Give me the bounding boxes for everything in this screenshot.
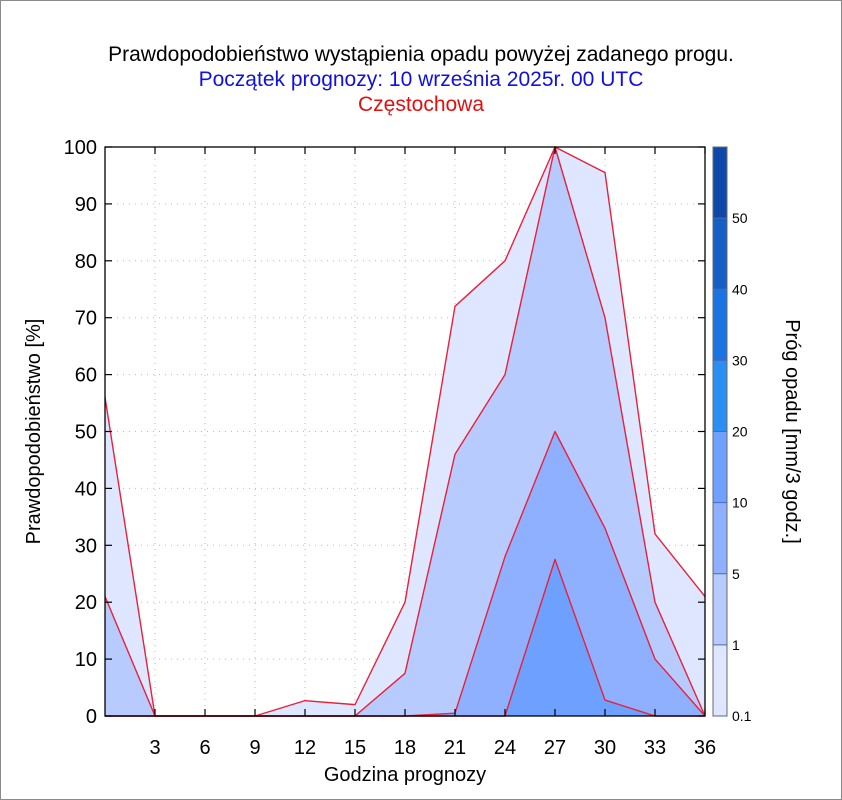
colorbar-segment — [713, 360, 727, 432]
y-tick-label: 100 — [64, 137, 97, 159]
y-tick-label: 10 — [75, 649, 97, 671]
colorbar-segment — [713, 147, 727, 219]
y-tick-label: 70 — [75, 308, 97, 330]
y-tick-label: 20 — [75, 592, 97, 614]
x-tick-label: 21 — [444, 737, 466, 759]
y-tick-label: 90 — [75, 194, 97, 216]
colorbar-tick-label: 30 — [732, 352, 748, 368]
y-tick-label: 60 — [75, 365, 97, 387]
colorbar-tick-label: 20 — [732, 424, 748, 440]
chart-title: Prawdopodobieństwo wystąpienia opadu pow… — [108, 43, 734, 66]
y-tick-label: 80 — [75, 251, 97, 273]
colorbar-tick-label: 5 — [732, 566, 740, 582]
colorbar-tick-label: 40 — [732, 281, 748, 297]
colorbar-segment — [713, 289, 727, 361]
chart-subtitle: Początek prognozy: 10 września 2025r. 00… — [198, 68, 644, 91]
x-tick-label: 6 — [199, 737, 210, 759]
colorbar-tick-label: 50 — [732, 210, 748, 226]
colorbar-tick-label: 0.1 — [732, 708, 752, 724]
x-tick-label: 3 — [149, 737, 160, 759]
colorbar-segment — [713, 431, 727, 503]
x-tick-label: 30 — [594, 737, 616, 759]
area-series — [104, 146, 706, 717]
area-series-3 — [105, 559, 705, 716]
y-tick-label: 50 — [75, 422, 97, 444]
colorbar-segment — [713, 573, 727, 645]
y-tick-label: 40 — [75, 478, 97, 500]
x-tick-label: 18 — [394, 737, 416, 759]
colorbar-tick-label: 1 — [732, 637, 740, 653]
x-tick-label: 36 — [694, 737, 716, 759]
x-axis-label: Godzina prognozy — [324, 764, 486, 786]
y-tick-label: 0 — [86, 706, 97, 728]
y-axis-label: Prawdopodobieństwo [%] — [23, 319, 45, 545]
x-tick-label: 15 — [344, 737, 366, 759]
x-tick-label: 12 — [294, 737, 316, 759]
colorbar-label: Próg opadu [mm/3 godz.] — [781, 319, 803, 544]
colorbar-segment — [713, 218, 727, 290]
x-tick-label: 27 — [544, 737, 566, 759]
x-tick-label: 9 — [249, 737, 260, 759]
colorbar-segment — [713, 502, 727, 574]
colorbar: 0.1 1 5 10 20 30 40 50 — [712, 146, 752, 724]
x-tick-label: 33 — [644, 737, 666, 759]
chart-location: Częstochowa — [357, 93, 485, 116]
colorbar-segment — [713, 644, 727, 716]
x-tick-label: 24 — [494, 737, 516, 759]
y-tick-label: 30 — [75, 535, 97, 557]
colorbar-tick-label: 10 — [732, 495, 748, 511]
